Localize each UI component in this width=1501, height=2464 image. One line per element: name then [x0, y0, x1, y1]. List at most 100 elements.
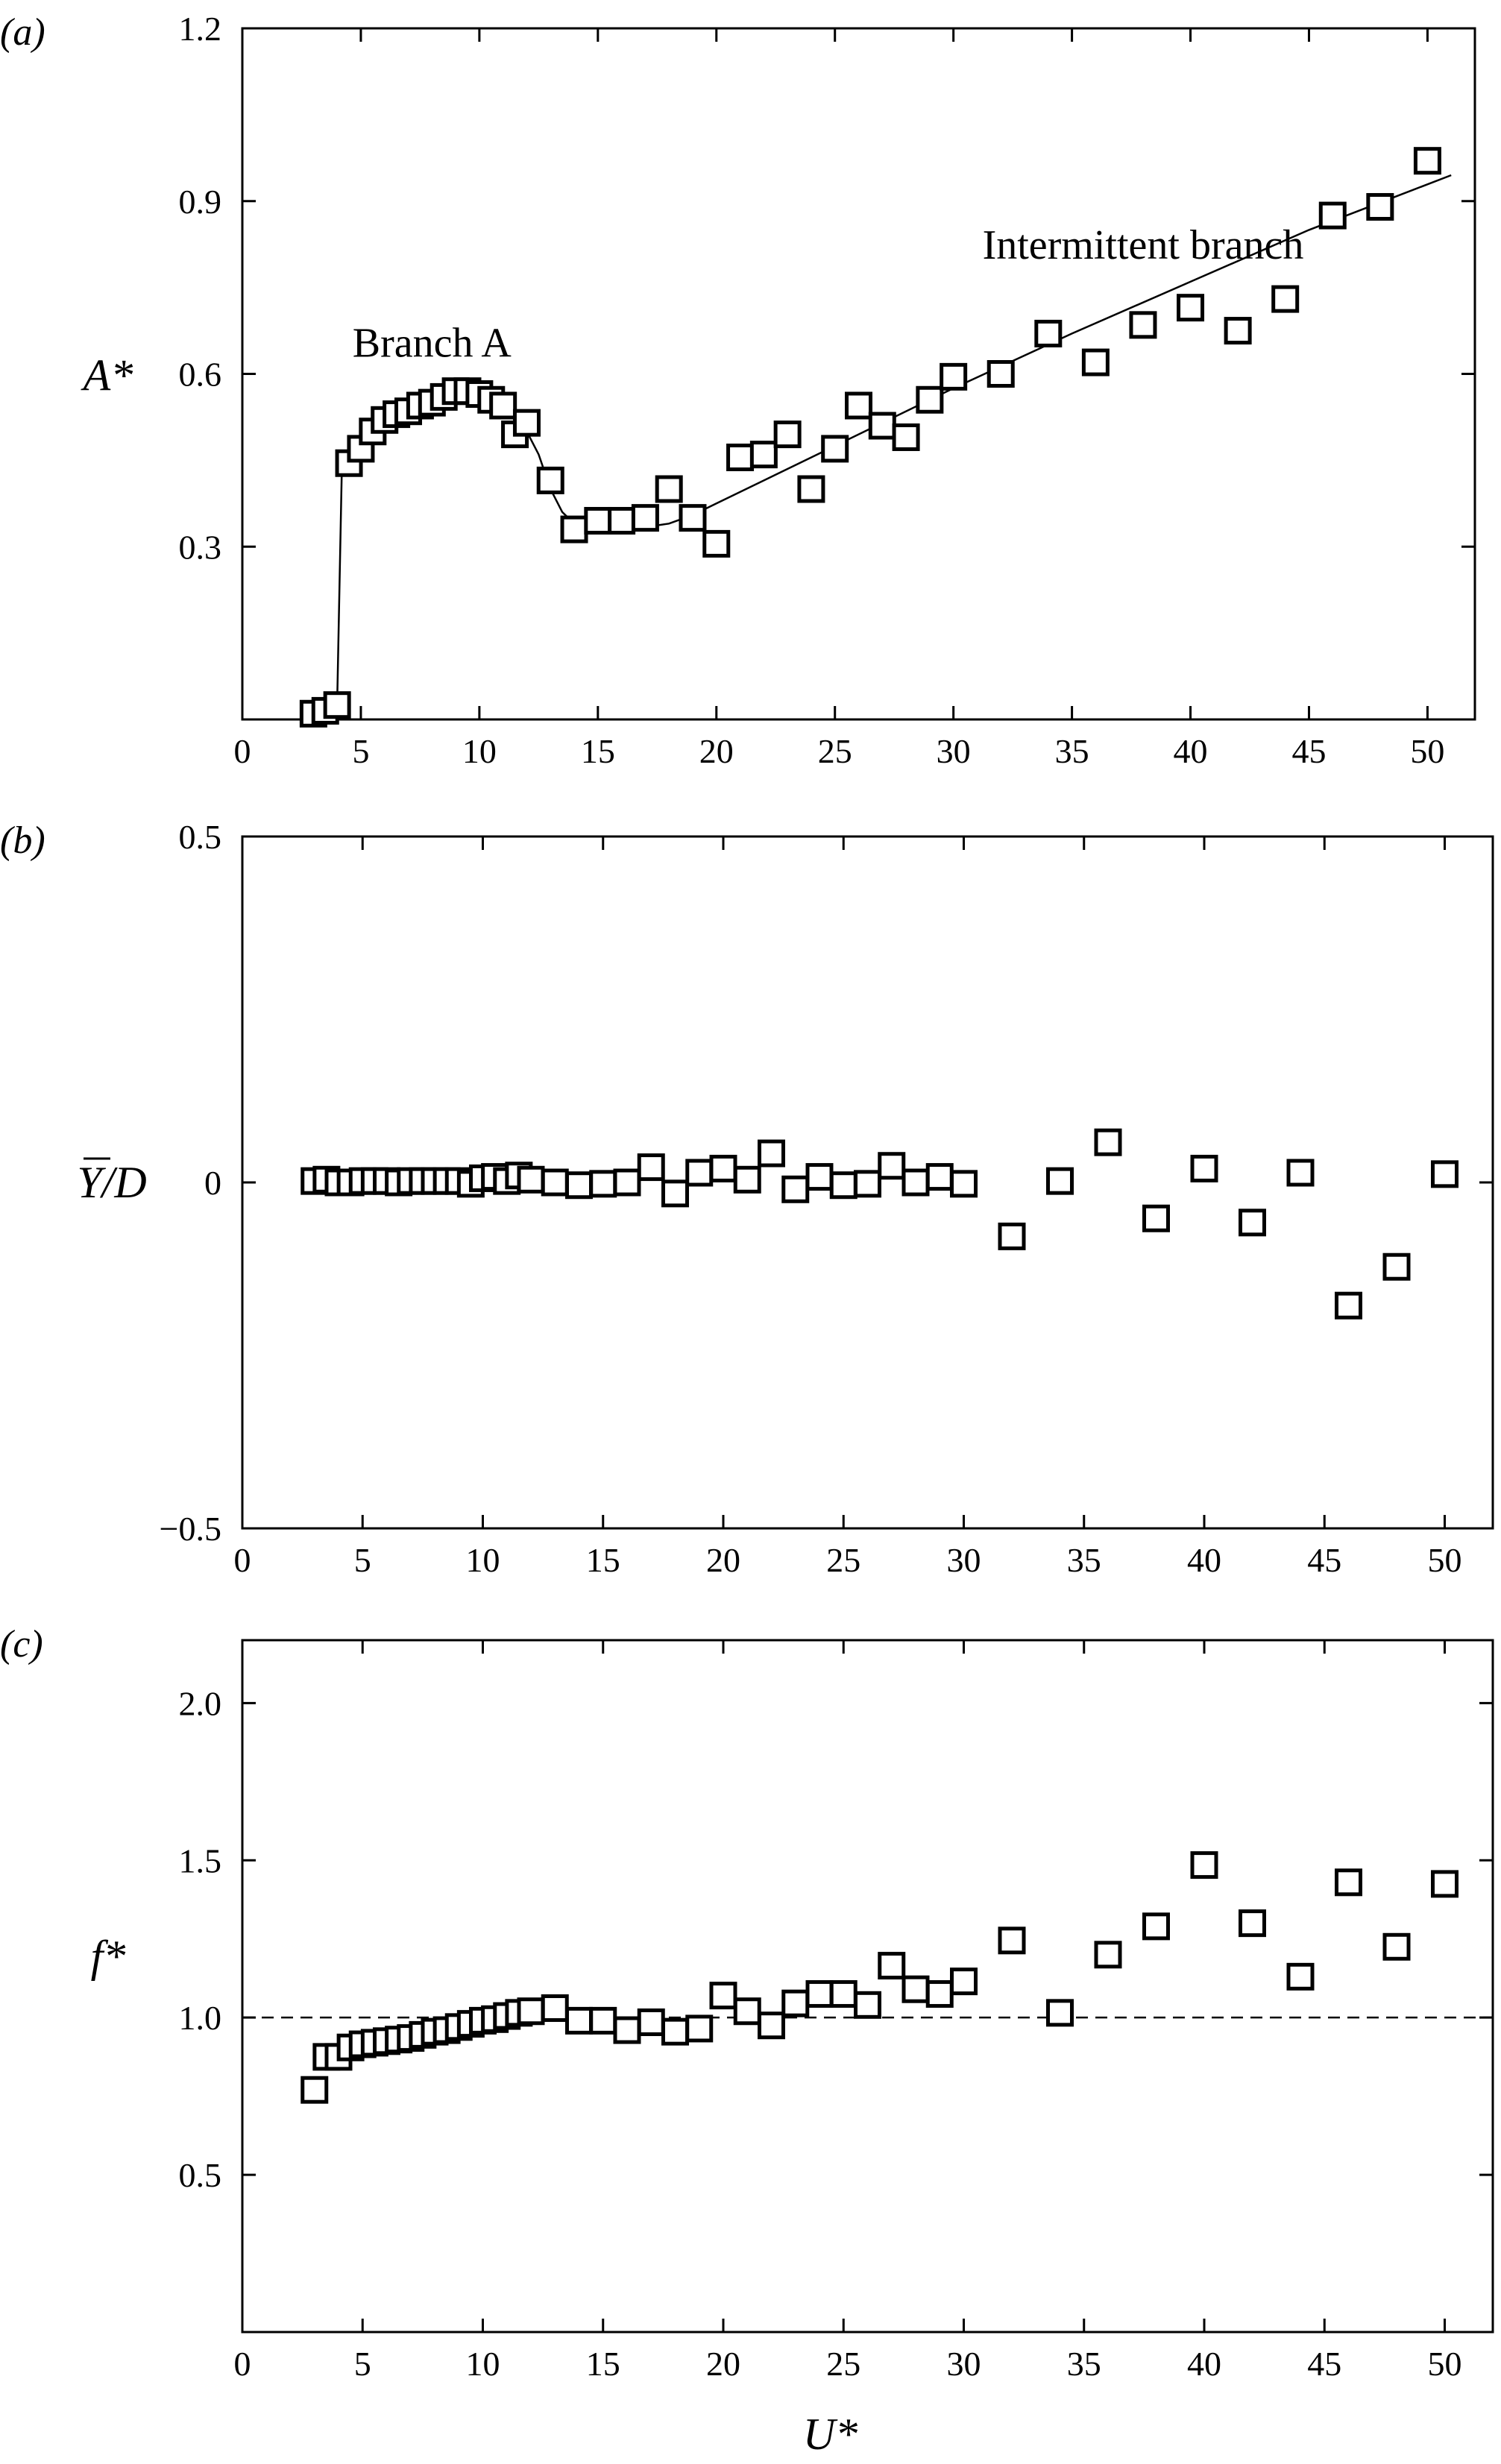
- data-point: [541, 1168, 569, 1197]
- y-tick-label: −0.5: [160, 1510, 221, 1548]
- x-tick-label: 20: [699, 732, 734, 770]
- data-point: [986, 360, 1015, 388]
- data-point: [541, 1994, 569, 2023]
- x-tick-label: 0: [234, 2345, 251, 2383]
- y-tick-label: 0.5: [179, 818, 222, 856]
- x-tick-label: 25: [818, 732, 852, 770]
- x-tick-label: 10: [466, 1541, 500, 1579]
- y-tick-label: 2.0: [179, 1684, 222, 1722]
- x-tick-label: 5: [354, 2345, 371, 2383]
- data-point: [733, 1997, 761, 2026]
- data-point: [536, 466, 564, 494]
- data-point: [1046, 1167, 1074, 1195]
- x-tick-label: 45: [1307, 1541, 1341, 1579]
- data-point: [925, 1980, 954, 2008]
- data-point: [1190, 1154, 1218, 1182]
- x-tick-label: 30: [947, 1541, 981, 1579]
- x-tick-label: 15: [586, 1541, 620, 1579]
- data-point: [1142, 1204, 1170, 1232]
- data-point: [773, 420, 802, 449]
- y-tick-label: 0: [204, 1164, 221, 1202]
- data-point: [608, 506, 636, 535]
- x-tick-label: 10: [462, 732, 497, 770]
- plot-frame: [241, 1639, 1494, 2334]
- data-point: [685, 1159, 714, 1187]
- data-point: [1129, 311, 1157, 339]
- data-point: [637, 1153, 665, 1182]
- data-point: [829, 1171, 858, 1200]
- data-point: [1366, 192, 1394, 221]
- y-axis-label: A*: [81, 351, 133, 400]
- data-point: [1271, 285, 1300, 313]
- data-point: [781, 1989, 810, 2017]
- data-point: [565, 1171, 593, 1200]
- data-point: [940, 362, 968, 391]
- data-point: [1239, 1909, 1266, 1938]
- data-point: [1239, 1209, 1266, 1237]
- data-point: [584, 506, 612, 535]
- x-tick-label: 15: [581, 732, 615, 770]
- data-point: [489, 391, 517, 420]
- panel-b: 0 5 10 15 20 25 30 35 40 45 50 −0.5 0 0.5 (b) Y/D: [0, 818, 1494, 1579]
- plot-frame: [241, 27, 1476, 721]
- data-point: [950, 1967, 978, 1996]
- x-tick-label: 30: [937, 732, 971, 770]
- data-point: [685, 2014, 714, 2043]
- data-point: [854, 1170, 881, 1198]
- panel-label: (c): [0, 1623, 43, 1666]
- data-point: [1413, 147, 1441, 175]
- y-axis-label: f*: [91, 1932, 126, 1981]
- data-point: [733, 1165, 761, 1194]
- data-point: [1318, 201, 1347, 230]
- y-tick-label: 1.5: [179, 1841, 222, 1879]
- x-tick-label: 20: [706, 1541, 740, 1579]
- x-tick-label: 20: [706, 2345, 740, 2383]
- x-tick-label: 35: [1055, 732, 1089, 770]
- panel-label: (a): [0, 11, 45, 54]
- data-point: [1094, 1128, 1122, 1156]
- data-point: [323, 691, 351, 719]
- data-point: [661, 1179, 689, 1208]
- data-point: [1224, 317, 1252, 345]
- data-point: [1190, 1851, 1218, 1879]
- x-tick-label: 50: [1410, 732, 1444, 770]
- x-tick-label: 25: [826, 1541, 860, 1579]
- data-point: [892, 423, 920, 451]
- y-tick-label: 0.6: [179, 356, 222, 394]
- y-tick-label: 1.2: [179, 10, 222, 48]
- x-tick-label: 15: [586, 2345, 620, 2383]
- y-tick-label: 0.9: [179, 183, 222, 221]
- data-point: [916, 385, 944, 414]
- data-point: [512, 409, 541, 437]
- data-point: [1046, 1999, 1074, 2027]
- x-tick-label: 40: [1187, 1541, 1221, 1579]
- x-tick-label: 50: [1428, 1541, 1462, 1579]
- x-tick-label: 0: [234, 732, 251, 770]
- data-point: [565, 2006, 593, 2035]
- data-point: [878, 1152, 906, 1180]
- data-point: [758, 1139, 785, 1168]
- data-point: [1286, 1159, 1315, 1187]
- data-point: [655, 475, 683, 503]
- x-tick-label: 45: [1307, 2345, 1341, 2383]
- data-point: [1094, 1941, 1122, 1969]
- data-point: [709, 1982, 737, 2010]
- x-tick-label: 40: [1187, 2345, 1221, 2383]
- data-point: [631, 504, 659, 532]
- x-tick-label: 10: [466, 2345, 500, 2383]
- data-point: [998, 1926, 1026, 1955]
- data-point: [901, 1168, 930, 1197]
- x-tick-label: 5: [352, 732, 369, 770]
- data-point: [998, 1222, 1026, 1250]
- data-point: [797, 475, 825, 503]
- panel-label: (b): [0, 819, 45, 862]
- data-point: [613, 1168, 641, 1197]
- x-tick-label: 0: [234, 1541, 251, 1579]
- data-point: [925, 1163, 954, 1191]
- y-tick-label: 0.3: [179, 528, 222, 566]
- x-tick-label: 35: [1067, 2345, 1101, 2383]
- data-point: [1142, 1912, 1170, 1941]
- data-point: [613, 2016, 641, 2044]
- data-point: [637, 2008, 665, 2037]
